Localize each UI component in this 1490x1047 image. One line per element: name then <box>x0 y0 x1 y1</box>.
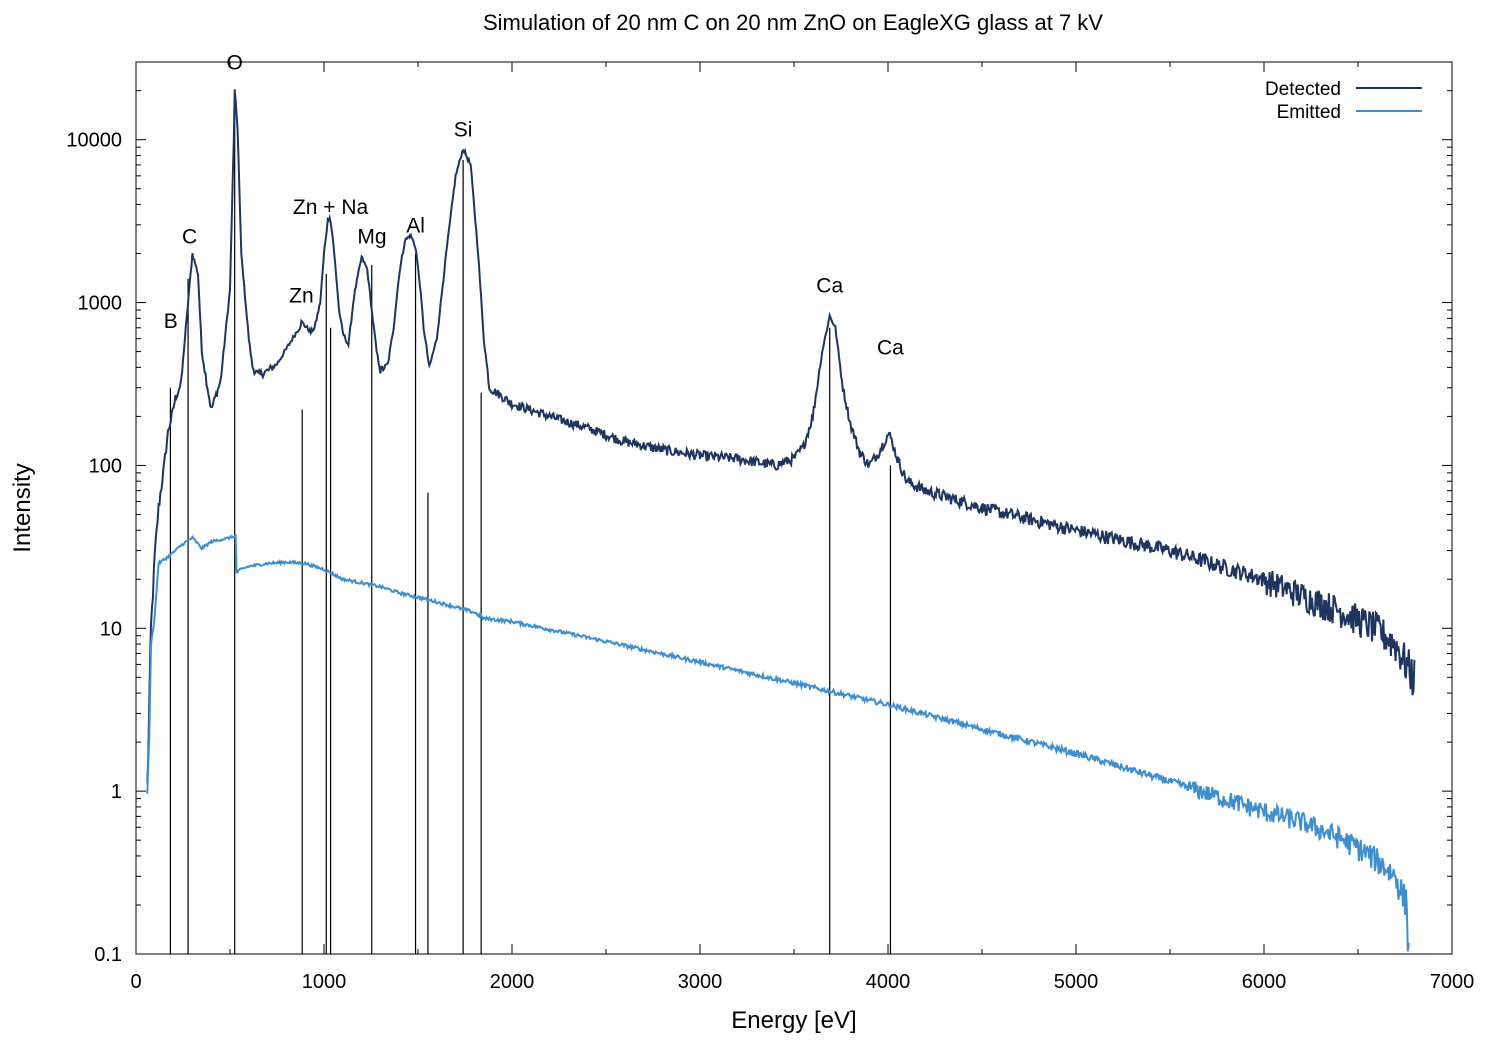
peak-label: Zn + Na <box>293 196 369 219</box>
series-lines <box>146 89 1416 952</box>
x-tick-label: 4000 <box>866 971 911 993</box>
y-tick-label: 0.1 <box>94 944 122 966</box>
peak-label: Ca <box>877 336 904 359</box>
peak-label: Zn <box>289 285 314 308</box>
x-tick-label: 0 <box>130 971 141 993</box>
x-tick-label: 6000 <box>1242 971 1287 993</box>
legend-label: Detected <box>1265 79 1341 100</box>
chart-title: Simulation of 20 nm C on 20 nm ZnO on Ea… <box>483 10 1103 35</box>
y-tick-label: 1000 <box>78 293 123 315</box>
series-line-detected <box>146 89 1416 784</box>
y-tick-label: 10000 <box>66 130 122 152</box>
peak-label: B <box>164 310 178 333</box>
peak-label: Si <box>454 118 473 141</box>
x-tick-label: 2000 <box>490 971 535 993</box>
x-axis-title: Energy [eV] <box>731 1007 856 1034</box>
x-tick-label: 3000 <box>678 971 723 993</box>
x-tick-label: 7000 <box>1430 971 1475 993</box>
y-tick-label: 100 <box>89 455 122 477</box>
y-axis-title: Intensity <box>9 463 36 552</box>
axis-ticks: 0 1000 2000 3000 4000 5000 6000 7000 0.1 1 10 100 10… <box>66 61 1475 993</box>
x-tick-label: 5000 <box>1054 971 1099 993</box>
peak-label: Al <box>406 214 425 237</box>
characteristic-lines <box>169 98 892 954</box>
peak-label: Mg <box>357 226 386 249</box>
peak-annotations: B C O Zn Zn + Na Mg Al Si Ca Ca <box>164 51 904 359</box>
x-tick-label: 1000 <box>302 971 347 993</box>
peak-label: C <box>182 226 197 249</box>
peak-label: Ca <box>816 275 843 298</box>
y-tick-label: 10 <box>100 618 122 640</box>
legend-label: Emitted <box>1277 102 1341 123</box>
y-tick-label: 1 <box>111 781 122 803</box>
peak-label: O <box>227 51 243 74</box>
series-line-emitted <box>146 534 1410 952</box>
